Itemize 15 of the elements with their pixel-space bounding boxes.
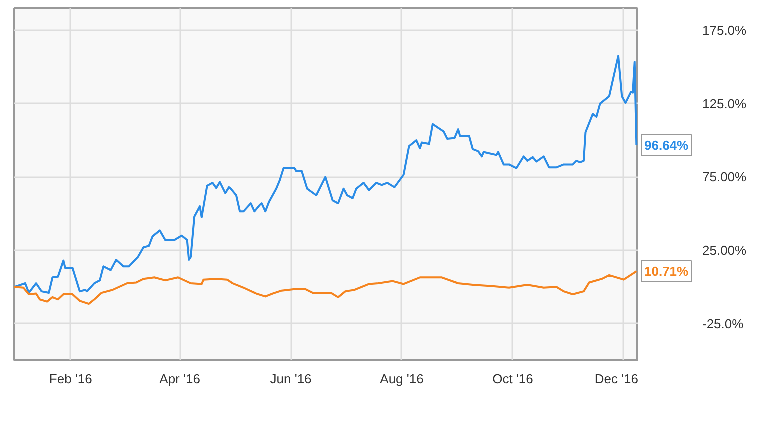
x-tick-label: Apr '16 bbox=[160, 372, 200, 386]
line-series bbox=[14, 55, 638, 294]
annotation: 96.64% bbox=[644, 138, 690, 153]
line-series bbox=[14, 270, 638, 306]
y-tick-label: 125.0% bbox=[702, 96, 748, 112]
x-tick-label: Feb '16 bbox=[49, 372, 92, 386]
x-tick-label: Jun '16 bbox=[270, 372, 312, 386]
y-tick-label: 175.0% bbox=[702, 23, 748, 38]
annotation: 10.71% bbox=[644, 264, 690, 279]
y-tick-label: 75.00% bbox=[702, 170, 748, 185]
x-tick-label: Aug '16 bbox=[380, 372, 424, 386]
y-tick-label: 25.00% bbox=[702, 243, 748, 258]
y-tick-label: -25.0% bbox=[702, 316, 744, 332]
x-tick-label: Dec '16 bbox=[594, 372, 638, 386]
x-tick-label: Oct '16 bbox=[492, 372, 534, 386]
